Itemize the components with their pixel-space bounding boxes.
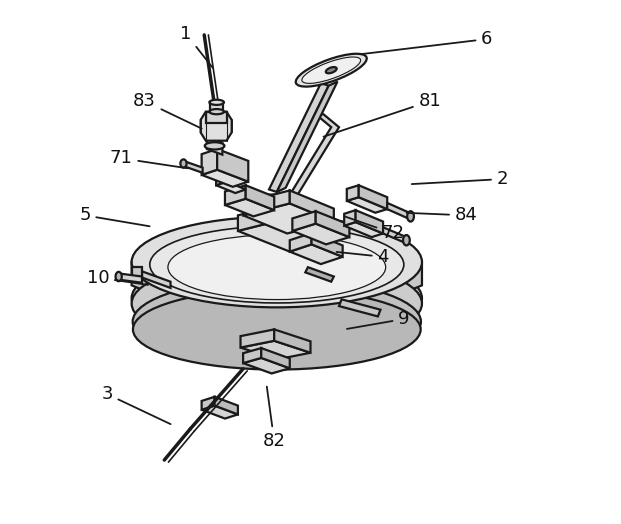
Polygon shape	[347, 185, 359, 201]
Polygon shape	[290, 244, 343, 264]
Text: 1: 1	[180, 25, 213, 68]
Polygon shape	[292, 224, 350, 244]
Polygon shape	[238, 218, 342, 252]
Polygon shape	[356, 210, 383, 234]
Text: 3: 3	[101, 385, 171, 424]
Ellipse shape	[180, 159, 186, 168]
Polygon shape	[290, 233, 312, 252]
Text: 81: 81	[324, 92, 441, 137]
Polygon shape	[207, 137, 222, 155]
Polygon shape	[269, 83, 329, 192]
Polygon shape	[216, 175, 227, 185]
Ellipse shape	[302, 57, 361, 83]
Polygon shape	[183, 161, 202, 173]
Ellipse shape	[116, 272, 122, 281]
Polygon shape	[243, 348, 261, 363]
Polygon shape	[359, 185, 388, 209]
Text: 4: 4	[337, 248, 389, 266]
Polygon shape	[217, 149, 248, 182]
Polygon shape	[344, 222, 383, 237]
Polygon shape	[202, 170, 248, 187]
Polygon shape	[274, 330, 310, 353]
Polygon shape	[210, 102, 224, 112]
Ellipse shape	[403, 235, 410, 245]
Text: 82: 82	[263, 387, 286, 450]
Ellipse shape	[209, 109, 224, 114]
Polygon shape	[142, 271, 171, 288]
Ellipse shape	[296, 54, 367, 86]
Polygon shape	[312, 233, 343, 257]
Ellipse shape	[326, 67, 337, 73]
Polygon shape	[344, 210, 356, 226]
Polygon shape	[201, 112, 232, 140]
Ellipse shape	[407, 211, 414, 222]
Polygon shape	[290, 190, 334, 222]
Polygon shape	[202, 397, 215, 410]
Polygon shape	[261, 348, 290, 368]
Polygon shape	[347, 197, 388, 213]
Ellipse shape	[150, 226, 404, 303]
Ellipse shape	[133, 289, 420, 369]
Polygon shape	[243, 358, 290, 374]
Polygon shape	[243, 203, 334, 234]
Text: 10: 10	[86, 269, 148, 287]
Polygon shape	[215, 397, 238, 414]
Text: 2: 2	[412, 170, 508, 188]
Ellipse shape	[205, 142, 224, 149]
Polygon shape	[243, 190, 290, 215]
Polygon shape	[216, 182, 246, 193]
Ellipse shape	[168, 235, 386, 300]
Text: 84: 84	[407, 206, 478, 224]
Polygon shape	[132, 252, 422, 345]
Polygon shape	[225, 199, 274, 216]
Polygon shape	[290, 202, 342, 238]
Text: 71: 71	[110, 149, 188, 168]
Polygon shape	[383, 227, 406, 243]
Polygon shape	[277, 82, 337, 192]
Text: 83: 83	[133, 92, 202, 128]
Polygon shape	[306, 267, 334, 282]
Polygon shape	[246, 185, 274, 210]
Polygon shape	[238, 202, 290, 231]
Polygon shape	[119, 274, 142, 283]
Text: 6: 6	[360, 30, 492, 54]
Text: 9: 9	[347, 310, 410, 329]
Ellipse shape	[209, 100, 224, 105]
Text: 72: 72	[344, 216, 405, 243]
Ellipse shape	[133, 279, 421, 364]
Text: 5: 5	[79, 206, 150, 226]
Ellipse shape	[132, 259, 422, 348]
Ellipse shape	[132, 216, 422, 308]
Polygon shape	[266, 114, 339, 208]
Polygon shape	[202, 406, 238, 419]
Polygon shape	[315, 211, 350, 237]
Polygon shape	[292, 211, 315, 231]
Polygon shape	[206, 112, 227, 123]
Polygon shape	[339, 299, 381, 316]
Polygon shape	[225, 185, 246, 205]
Polygon shape	[202, 149, 217, 175]
Polygon shape	[240, 330, 274, 347]
Ellipse shape	[132, 253, 422, 344]
Polygon shape	[240, 341, 310, 359]
Polygon shape	[388, 203, 410, 220]
Polygon shape	[132, 267, 142, 278]
